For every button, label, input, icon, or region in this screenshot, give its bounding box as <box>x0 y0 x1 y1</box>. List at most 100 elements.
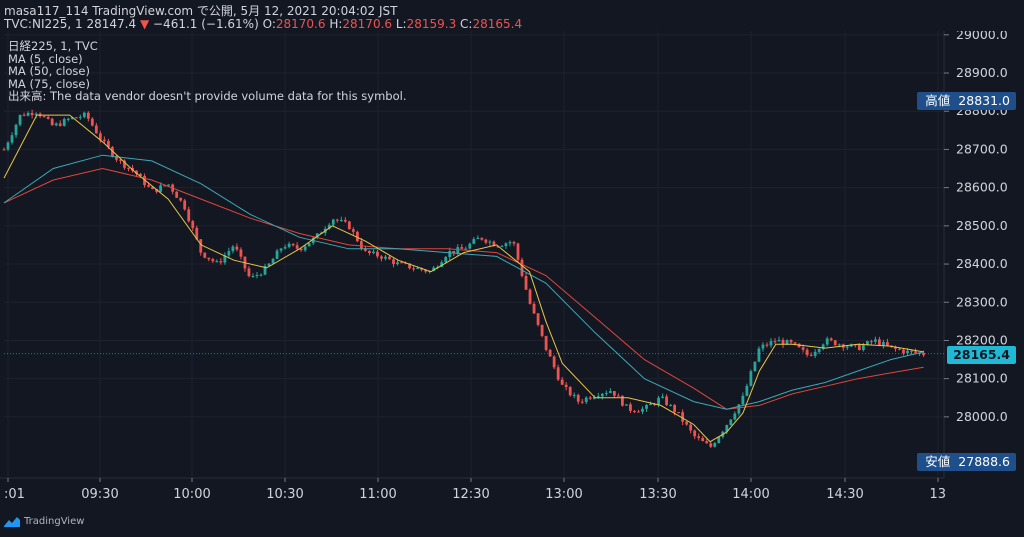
low-price-tag: 安値 27888.6 <box>917 453 1016 471</box>
candle-body <box>773 341 777 343</box>
candle-body <box>183 200 187 210</box>
candle-body <box>805 349 809 355</box>
legend-ma75[interactable]: MA (75, close) <box>8 76 90 91</box>
candle-body <box>540 324 544 336</box>
price-chart[interactable]: 28000.0 28100.0 28200.0 28300.0 28400.0 28500… <box>0 31 1024 511</box>
tradingview-logo[interactable]: TradingView <box>4 516 84 527</box>
candle-body <box>14 124 18 136</box>
time-axis: :01 09:30 10:00 10:30 11:00 12:30 13:00 13:30 14… <box>4 478 946 502</box>
high-tag-value: 28831.0 <box>958 93 1010 108</box>
price-tick-label: 29000.0 <box>956 31 1008 42</box>
candle-body <box>556 367 560 380</box>
candle-body <box>235 246 239 250</box>
candle-body <box>516 243 520 260</box>
candle-body <box>717 436 721 444</box>
candle-body <box>621 395 624 406</box>
candle-body <box>167 184 171 186</box>
candle-body <box>873 339 877 342</box>
candle-body <box>187 209 191 222</box>
candle-body <box>259 274 263 276</box>
candle-body <box>865 341 869 346</box>
candle-body <box>400 262 403 264</box>
time-tick-label: 13 <box>929 487 946 502</box>
high-label: H: <box>329 17 343 31</box>
candle-body <box>681 412 685 422</box>
candle-body <box>368 250 371 254</box>
high-tag-label: 高値 <box>925 93 951 108</box>
candle-body <box>548 349 552 357</box>
candle-body <box>139 173 142 176</box>
candle-body <box>785 340 789 345</box>
candle-body <box>58 123 62 126</box>
candle-body <box>701 437 705 442</box>
candle-body <box>813 351 817 356</box>
candle-body <box>608 391 612 393</box>
candle-body <box>464 248 468 250</box>
candle-body <box>384 256 387 259</box>
candle-body <box>211 259 215 262</box>
candle-body <box>456 247 460 254</box>
legend-ma5[interactable]: MA (5, close) <box>8 51 83 66</box>
last-tag-value: 28165.4 <box>953 347 1010 362</box>
candle-body <box>552 356 556 368</box>
candle-body <box>364 248 367 251</box>
candle-body <box>26 112 30 116</box>
candle-body <box>392 259 395 265</box>
low-tag-label: 安値 <box>925 454 951 469</box>
candle-body <box>46 116 50 119</box>
candle-body <box>279 248 283 251</box>
candle-body <box>291 243 295 246</box>
candle-body <box>119 159 122 161</box>
candle-body <box>468 243 472 249</box>
close-value: 28165.4 <box>472 17 523 31</box>
time-tick-label: 14:00 <box>732 487 769 502</box>
candle-body <box>408 263 411 269</box>
candle-body <box>219 261 223 263</box>
candle-body <box>396 262 399 265</box>
low-label: L: <box>395 17 407 31</box>
candle-body <box>287 243 291 248</box>
price-tick-label: 28500.0 <box>956 218 1008 233</box>
legend-ma50[interactable]: MA (50, close) <box>8 64 90 79</box>
candle-body <box>66 118 70 120</box>
candle-body <box>239 249 243 257</box>
candle-body <box>653 403 656 405</box>
candle-body <box>432 267 436 271</box>
candle-body <box>918 352 921 354</box>
candle-body <box>343 219 347 222</box>
candle-body <box>564 384 568 388</box>
time-tick-label: 09:30 <box>81 487 118 502</box>
candles <box>2 109 925 449</box>
candle-body <box>592 396 596 399</box>
candle-body <box>275 250 279 259</box>
candle-body <box>520 259 524 276</box>
candle-body <box>2 149 6 151</box>
candle-body <box>207 257 211 260</box>
chart-legend: 日経225, 1, TVC MA (5, close) MA (50, clos… <box>8 40 407 103</box>
time-tick-label: :01 <box>4 487 25 502</box>
candle-body <box>416 267 420 269</box>
candle-body <box>476 237 480 240</box>
candle-body <box>307 243 311 247</box>
candle-body <box>460 247 464 249</box>
candle-body <box>572 394 576 396</box>
candle-body <box>649 403 652 406</box>
candle-body <box>54 123 58 126</box>
candle-body <box>922 352 925 356</box>
candle-body <box>412 268 415 270</box>
candle-body <box>303 246 307 251</box>
candle-body <box>22 114 26 116</box>
down-arrow-icon: ▼ <box>139 17 150 31</box>
candle-body <box>845 346 849 348</box>
candle-body <box>191 221 195 228</box>
candle-body <box>199 239 203 253</box>
candle-body <box>448 250 452 258</box>
candle-body <box>484 239 488 243</box>
candle-body <box>629 404 632 411</box>
open-label: O: <box>262 17 276 31</box>
candle-body <box>910 350 913 352</box>
candle-body <box>376 251 379 257</box>
candle-body <box>512 242 516 244</box>
candle-body <box>781 339 785 345</box>
candle-body <box>705 441 709 444</box>
